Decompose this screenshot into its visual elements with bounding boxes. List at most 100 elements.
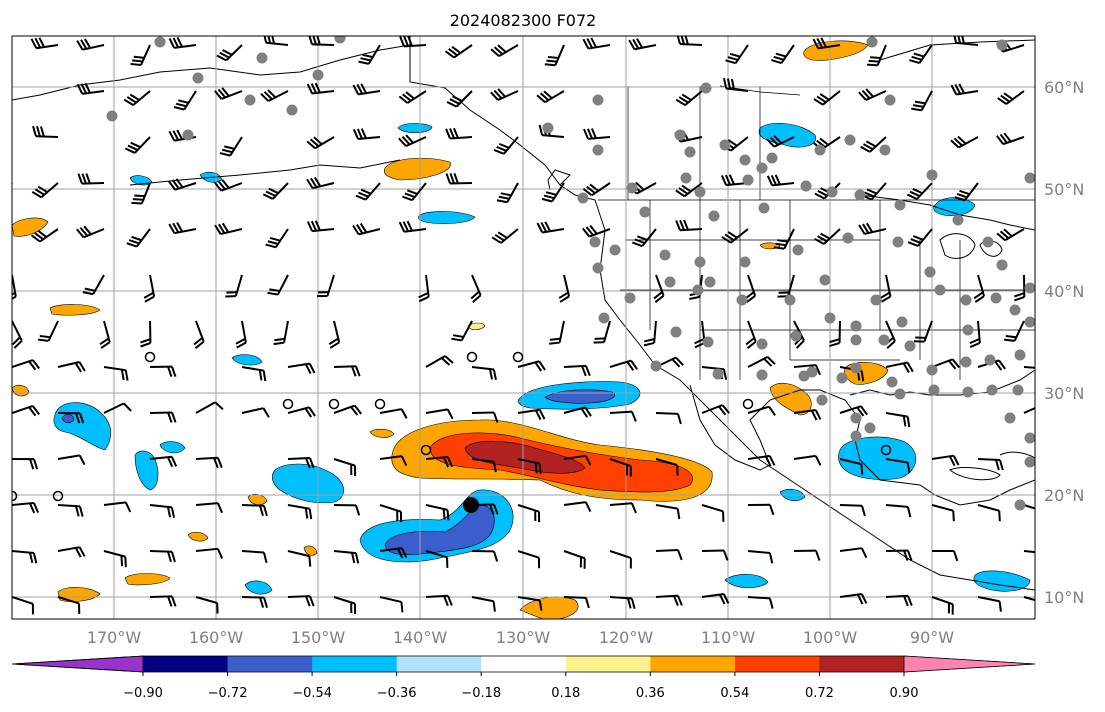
station-marker (244, 94, 256, 106)
wind-barb (814, 228, 841, 245)
station-marker (850, 430, 862, 442)
wind-barb (747, 503, 775, 516)
lon-label: 150°W (291, 628, 346, 647)
wind-barb (333, 550, 360, 564)
wind-barb (30, 37, 59, 50)
station-marker (1004, 412, 1016, 424)
station-marker (824, 312, 836, 324)
wind-barb (273, 320, 289, 346)
wind-barb (839, 458, 864, 475)
station-marker (962, 324, 974, 336)
lon-label: 100°W (803, 628, 858, 647)
wind-barb (241, 407, 270, 418)
negative-anomaly-west-3 (159, 441, 186, 454)
lon-label: 90°W (910, 628, 954, 647)
wind-barb (124, 136, 151, 154)
positive-anomaly-misc-7 (467, 322, 486, 331)
lat-label: 30°N (1044, 384, 1084, 403)
wind-barb (563, 550, 586, 569)
wind-barb (103, 402, 132, 414)
wind-barb (12, 550, 38, 564)
positive-anomaly-south-2 (57, 587, 101, 602)
wind-barb (451, 320, 473, 342)
positive-anomaly-misc-3 (247, 493, 268, 506)
wind-barb (149, 365, 177, 378)
wind-barb (143, 274, 156, 303)
wind-barb (747, 550, 774, 564)
wind-barb (193, 320, 205, 349)
wind-barb (12, 501, 40, 514)
station-marker (826, 186, 838, 198)
wind-barb (632, 228, 657, 248)
lon-label: 120°W (599, 628, 654, 647)
wind-barb (745, 320, 757, 349)
positive-anomaly-misc-1 (369, 428, 395, 438)
station-marker (664, 276, 676, 288)
wind-barb (950, 83, 979, 96)
positive-anomaly-gulf-of-alaska (383, 157, 451, 181)
wind-barb (241, 366, 267, 382)
wind-barb (954, 182, 979, 202)
negative-anomaly-misc-4 (724, 573, 769, 589)
wind-barb (885, 549, 913, 561)
negative-anomaly-pacific-nw (418, 211, 476, 224)
wind-barb (563, 454, 592, 466)
station-marker (819, 274, 831, 286)
wind-barb (316, 274, 335, 298)
station-marker (624, 292, 636, 304)
station-marker (1024, 456, 1035, 468)
wind-barb (471, 550, 499, 562)
station-marker (850, 320, 862, 332)
station-marker (694, 186, 706, 198)
wind-barb (103, 501, 132, 513)
station-marker (1014, 349, 1026, 361)
wind-barb (168, 36, 197, 49)
wind-barb (130, 44, 151, 67)
colorbar-tick-label: −0.54 (292, 686, 332, 701)
wind-barb (31, 182, 59, 199)
station-marker (879, 144, 891, 156)
wind-barb (398, 134, 427, 147)
wind-barb (168, 221, 197, 235)
station-marker (990, 292, 1002, 304)
wind-barb (517, 458, 542, 475)
wind-barb (793, 549, 821, 561)
station-marker (704, 276, 716, 288)
positive-anomaly-misc-4 (303, 545, 318, 556)
wind-barb (517, 596, 543, 611)
station-marker (680, 172, 692, 184)
wind-barb (977, 596, 1002, 612)
wind-barb (195, 401, 224, 414)
wind-barb (149, 595, 177, 607)
station-markers (106, 36, 1035, 511)
colorbar-bin (396, 656, 482, 672)
wind-barb (379, 408, 408, 419)
colorbar-bin (650, 656, 736, 672)
wind-barb (609, 502, 637, 514)
wind-barb (744, 274, 757, 303)
station-marker (1024, 316, 1035, 328)
station-marker (924, 266, 936, 278)
wind-barb (793, 409, 822, 421)
station-marker (106, 110, 118, 122)
wind-barb (12, 274, 17, 300)
wind-barb (195, 547, 224, 559)
wind-barb (398, 90, 427, 104)
colorbar-tick-label: 0.90 (890, 686, 919, 701)
wind-barb (241, 550, 268, 563)
wind-barb (541, 182, 565, 203)
station-marker (982, 236, 994, 248)
wind-barb (563, 406, 592, 418)
station-marker (836, 372, 848, 384)
wind-barb (379, 547, 408, 559)
wind-barb (725, 44, 749, 65)
wind-barb (126, 228, 151, 248)
wind-barb (262, 182, 289, 200)
wind-barb (471, 458, 497, 473)
wind-barb (609, 359, 638, 371)
wind-barb (195, 502, 223, 514)
colorbar-bin (565, 656, 651, 672)
wind-barb (885, 458, 911, 474)
negative-anomaly-misc-1 (129, 175, 153, 186)
lon-label: 160°W (189, 628, 244, 647)
